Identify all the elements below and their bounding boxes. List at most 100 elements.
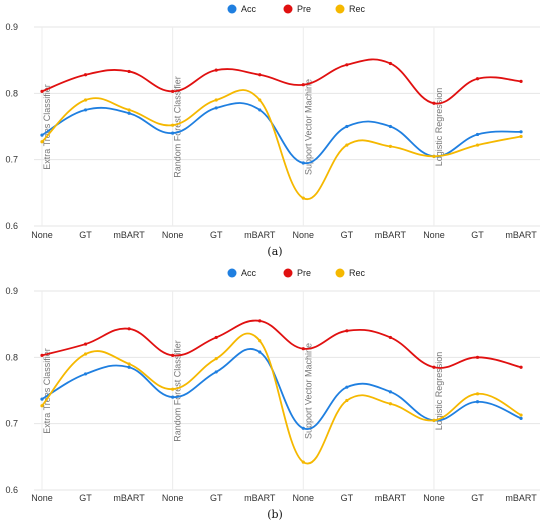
legend-label: Pre bbox=[297, 4, 311, 14]
x-tick-label: GT bbox=[79, 230, 92, 240]
x-tick-label: None bbox=[31, 493, 53, 503]
data-point bbox=[258, 108, 262, 112]
group-label: Random Forest Classifier bbox=[173, 340, 183, 442]
panel-label: (a) bbox=[267, 245, 282, 258]
chart-panel-1: 0.6 0.7 0.8 0.9 Extra Trees Classifier Random… bbox=[5, 4, 540, 258]
y-tick-label: 0.7 bbox=[5, 419, 18, 429]
data-point bbox=[388, 390, 392, 394]
x-tick-label: mBART bbox=[113, 230, 145, 240]
legend-marker bbox=[227, 4, 237, 14]
x-tick-label: mBART bbox=[244, 230, 276, 240]
data-point bbox=[171, 89, 175, 93]
data-point bbox=[258, 73, 262, 77]
data-point bbox=[171, 123, 175, 127]
data-point bbox=[83, 342, 88, 346]
data-point bbox=[432, 418, 436, 422]
x-tick-label: None bbox=[162, 230, 184, 240]
legend-marker bbox=[227, 268, 237, 278]
data-point bbox=[83, 372, 88, 376]
y-tick-label: 0.6 bbox=[5, 221, 18, 231]
x-tick-label: GT bbox=[210, 230, 223, 240]
y-tick-label: 0.8 bbox=[5, 352, 18, 362]
x-tick-label: mBART bbox=[505, 493, 537, 503]
data-point bbox=[519, 365, 523, 369]
data-point bbox=[127, 362, 131, 366]
panel-label: (b) bbox=[267, 508, 283, 521]
data-point bbox=[171, 353, 175, 357]
data-point bbox=[258, 350, 262, 354]
data-point bbox=[258, 98, 262, 102]
x-tick-label: mBART bbox=[113, 493, 145, 503]
x-tick-label: mBART bbox=[375, 230, 407, 240]
data-point bbox=[40, 404, 44, 408]
data-point bbox=[171, 131, 175, 135]
data-point bbox=[40, 89, 44, 93]
data-point bbox=[475, 392, 480, 396]
data-point bbox=[214, 357, 218, 361]
data-point bbox=[258, 319, 262, 323]
data-point bbox=[40, 133, 44, 137]
data-point bbox=[40, 397, 44, 401]
group-label: Extra Trees Classifier bbox=[42, 348, 52, 434]
x-tick-label: GT bbox=[471, 493, 484, 503]
x-tick-label: None bbox=[293, 230, 315, 240]
x-tick-label: GT bbox=[210, 493, 223, 503]
data-point bbox=[301, 196, 305, 200]
data-point bbox=[83, 98, 88, 102]
data-point bbox=[475, 77, 480, 81]
data-point bbox=[214, 98, 218, 102]
data-point bbox=[301, 426, 305, 430]
data-point bbox=[171, 387, 175, 391]
legend-label: Rec bbox=[349, 4, 366, 14]
data-point bbox=[214, 106, 218, 110]
data-point bbox=[432, 154, 436, 158]
x-tick-label: GT bbox=[341, 230, 354, 240]
data-point bbox=[345, 124, 349, 129]
data-point bbox=[258, 339, 262, 343]
group-label: Support Vector Machine bbox=[303, 343, 313, 439]
data-point bbox=[519, 413, 523, 417]
y-tick-label: 0.9 bbox=[5, 286, 18, 296]
data-point bbox=[475, 132, 480, 137]
group-label: Logistic Regression bbox=[434, 352, 444, 431]
data-point bbox=[83, 108, 88, 112]
data-point bbox=[388, 144, 392, 148]
group-label: Random Forest Classifier bbox=[173, 76, 183, 178]
data-point bbox=[127, 365, 131, 369]
data-point bbox=[83, 73, 88, 77]
data-point bbox=[171, 395, 175, 399]
x-tick-label: None bbox=[293, 493, 315, 503]
x-tick-label: GT bbox=[471, 230, 484, 240]
legend-marker bbox=[335, 268, 345, 278]
data-point bbox=[519, 130, 523, 134]
legend-marker bbox=[283, 268, 293, 278]
y-tick-label: 0.8 bbox=[5, 88, 18, 98]
y-tick-label: 0.9 bbox=[5, 22, 18, 32]
legend-label: Acc bbox=[241, 268, 257, 278]
x-tick-label: None bbox=[423, 493, 445, 503]
data-point bbox=[345, 143, 349, 147]
data-point bbox=[388, 124, 392, 129]
x-tick-label: None bbox=[31, 230, 53, 240]
x-tick-label: mBART bbox=[505, 230, 537, 240]
legend-label: Rec bbox=[349, 268, 366, 278]
data-point bbox=[519, 416, 523, 420]
series-line-pre bbox=[41, 319, 522, 369]
group-label: Extra Trees Classifier bbox=[42, 84, 52, 170]
data-point bbox=[40, 353, 44, 357]
series-line-rec bbox=[41, 332, 522, 465]
data-point bbox=[345, 385, 349, 389]
data-point bbox=[301, 161, 305, 165]
data-point bbox=[432, 365, 436, 369]
data-point bbox=[345, 398, 349, 403]
data-point bbox=[127, 108, 131, 112]
x-tick-label: None bbox=[162, 493, 184, 503]
data-point bbox=[83, 352, 88, 356]
data-point bbox=[301, 83, 305, 87]
data-point bbox=[127, 327, 131, 331]
data-point bbox=[475, 143, 480, 147]
legend-label: Pre bbox=[297, 268, 311, 278]
data-point bbox=[388, 402, 392, 406]
data-point bbox=[475, 400, 480, 404]
